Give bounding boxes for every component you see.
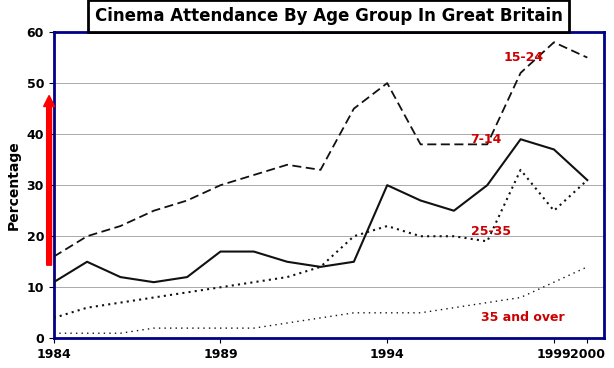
Title: Cinema Attendance By Age Group In Great Britain: Cinema Attendance By Age Group In Great … (95, 7, 563, 25)
Text: 25-35: 25-35 (470, 224, 511, 238)
Y-axis label: Percentage: Percentage (7, 140, 21, 230)
Text: 35 and over: 35 and over (481, 311, 564, 325)
Text: 7-14: 7-14 (470, 133, 502, 146)
Text: 15-24: 15-24 (504, 51, 544, 64)
